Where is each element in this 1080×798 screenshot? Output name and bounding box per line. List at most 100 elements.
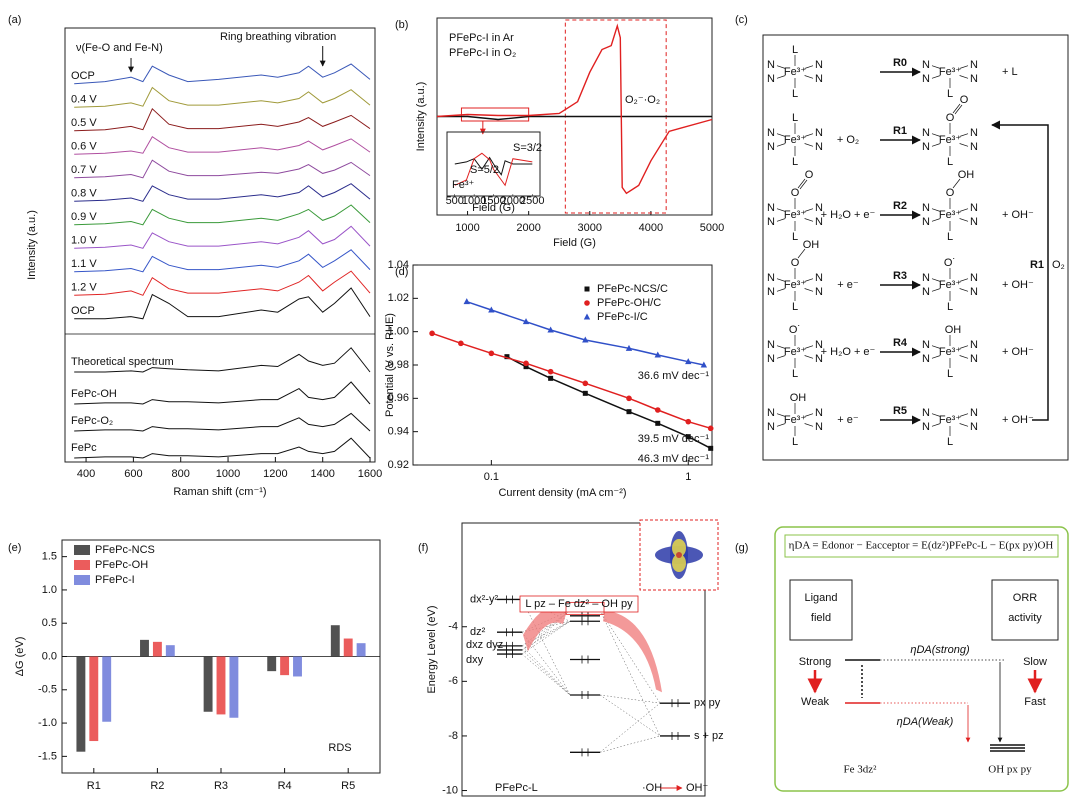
x-tick-label: 1000 [462,195,486,207]
bar [343,638,353,657]
bond [804,355,814,359]
bond [804,218,814,222]
bar [152,641,162,657]
x-tick-label: 1000 [216,468,240,480]
legend-label: OCP [71,305,95,317]
x-tick-label: 5000 [700,222,724,234]
atom: Fe³⁺ [939,209,962,221]
orbital-lobe [672,539,686,557]
atom: N [767,339,775,351]
atom: O [946,112,955,124]
atom: N [922,353,930,365]
bond [959,288,969,292]
marker [463,298,470,305]
bond [797,248,806,259]
bond [959,345,969,349]
spectrum [74,183,371,202]
x-tick-label: 1200 [263,468,287,480]
correlation-line [521,621,571,655]
bond [804,75,814,79]
spectrum [437,115,712,121]
bond [804,423,814,427]
inset-spectrum [454,152,533,187]
formula: ηDA = Edonor − Eacceptor = E(dz²)PFePc-L… [789,540,1054,552]
bond [776,413,786,417]
bond [931,218,941,222]
spectrum [74,437,371,459]
bar [76,656,86,752]
orbital-lobe [676,552,682,558]
box-text: activity [1008,612,1042,624]
legend-marker [584,300,590,306]
atom: L [947,88,953,100]
correlation-line [599,610,661,737]
marker [626,409,632,415]
x-tick-label: 1 [685,471,691,483]
atom: N [767,286,775,298]
correlation-line [521,599,571,696]
spectrum [436,23,713,195]
marker [548,375,554,381]
atom: N [922,286,930,298]
atom: O [791,257,800,269]
transfer-arrow [523,605,568,652]
marker [523,364,529,370]
annotation-box [519,595,639,613]
y-tick-label: -1.0 [38,717,57,729]
legend-label: 0.9 V [71,211,97,223]
product: + OH⁻ [1002,209,1034,221]
bond [959,355,969,359]
series-line [431,332,711,430]
bond [804,208,814,212]
legend-label: PFePc-I [95,574,135,586]
atom: N [767,216,775,228]
axis-label: Field (G) [472,202,515,214]
atom: OH [958,169,975,181]
axis-label: ΔG (eV) [14,637,26,677]
atom: N [767,141,775,153]
panel-label: (e) [8,542,21,554]
bond [776,133,786,137]
correlation-line [599,610,661,704]
spectrum [74,135,371,155]
correlation-line [521,653,571,696]
legend-label: OCP [71,70,95,82]
atom: Fe³⁺ [939,346,962,358]
legend-label: 0.7 V [71,164,97,176]
step-label: R1 [893,125,907,137]
product: + OH⁻ [1002,414,1034,426]
x-tick-label: 2500 [520,195,544,207]
orbital-label: dx²-y² [470,593,498,605]
bond [776,65,786,69]
bond [931,413,941,417]
y-tick-label: 0.0 [42,650,57,662]
bar [330,625,340,657]
atom: N [970,407,978,419]
column-label: ·OH [642,782,662,794]
atom: O [960,94,969,106]
legend-label: PFePc-NCS/C [597,283,668,295]
bond [804,143,814,147]
marker [582,380,589,387]
formula-box [784,534,1059,558]
bond [931,75,941,79]
bond [931,345,941,349]
atom: N [815,339,823,351]
marker [626,395,632,402]
diagram-frame [762,34,1069,461]
axis-label: Raman shift (cm⁻¹) [173,486,266,498]
y-tick-label: 1.0 [42,584,57,596]
bond [804,413,814,417]
atom: L [792,156,798,168]
atom: L [947,436,953,448]
marker [707,425,714,432]
y-tick-label: -1.5 [38,750,57,762]
atom: O˙ [789,324,801,336]
x-tick-label: R5 [341,780,355,792]
gap-label: ηDA(strong) [910,644,970,656]
legend-label: PFePc-OH/C [597,297,661,309]
spectrum [74,381,371,405]
x-tick-label: 4000 [639,222,663,234]
marker [458,340,464,347]
step-label: R0 [893,57,907,69]
